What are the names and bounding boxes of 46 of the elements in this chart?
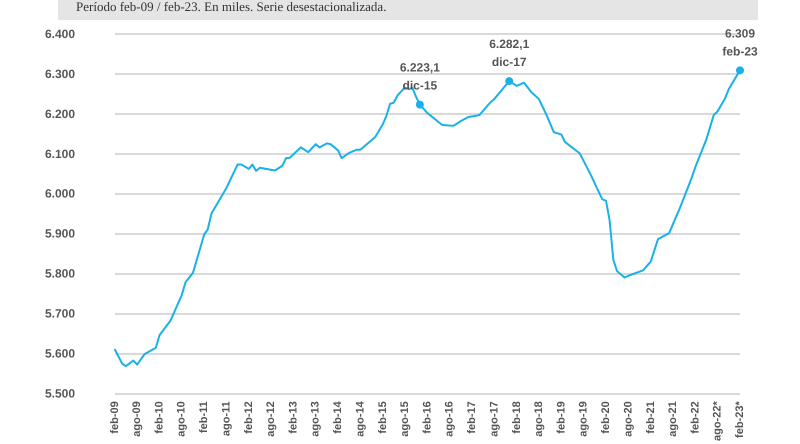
x-tick-label: ago-17 xyxy=(488,401,500,437)
x-tick-label: ago-19 xyxy=(578,401,590,437)
y-tick-label: 6.000 xyxy=(44,186,76,201)
x-tick-label: feb-15 xyxy=(376,401,389,434)
y-tick-label: 6.300 xyxy=(44,66,76,81)
y-tick-label: 5.800 xyxy=(44,266,76,281)
x-tick-label: feb-17 xyxy=(466,401,478,434)
x-tick-label: feb-19 xyxy=(555,401,568,434)
x-tick-label: ago-15 xyxy=(398,401,411,437)
annotation: 6.282,1 dic-17 xyxy=(489,37,530,70)
x-tick-label: ago-13 xyxy=(310,401,322,437)
x-tick-label: feb-23* xyxy=(734,400,746,438)
x-tick-label: ago-11 xyxy=(220,401,232,436)
x-tick-label: feb-13 xyxy=(288,401,300,434)
y-tick-label: 5.700 xyxy=(44,306,76,320)
x-tick-label: feb-11 xyxy=(198,401,210,434)
x-tick-label: feb-09 xyxy=(109,401,121,434)
x-tick-label: ago-20 xyxy=(622,401,634,437)
point xyxy=(505,77,514,86)
y-tick-label: 5.500 xyxy=(44,386,76,400)
x-tick-label: feb-14 xyxy=(332,400,344,434)
x-tick-label: ago-09 xyxy=(131,401,144,437)
annotation: 6.309 feb-23 xyxy=(722,26,758,58)
x-tick-label: ago-18 xyxy=(532,401,545,437)
y-tick-label: 5.600 xyxy=(44,346,76,360)
x-tick-label: ago-16 xyxy=(444,401,456,437)
point xyxy=(416,100,424,109)
x-tick-label: ago-22* xyxy=(712,400,724,442)
y-tick-label: 5.900 xyxy=(44,226,76,241)
y-tick-label: 6.400 xyxy=(44,27,76,41)
annotation: 6.223,1 dic-15 xyxy=(400,60,440,93)
x-tick-label: feb-12 xyxy=(242,401,255,434)
x-tick-label: feb-10 xyxy=(154,401,166,434)
x-tick-label: feb-20 xyxy=(600,401,612,434)
x-tick-label: ago-10 xyxy=(176,401,188,437)
x-tick-label: feb-22 xyxy=(689,401,702,434)
x-tick-label: feb-16 xyxy=(421,401,434,434)
y-tick-label: 6.100 xyxy=(44,146,76,161)
x-tick-label: ago-12 xyxy=(265,401,278,437)
point xyxy=(736,66,744,74)
x-tick-label: feb-18 xyxy=(510,401,523,434)
x-tick-label: ago-21 xyxy=(666,401,679,437)
x-tick-label: ago-14 xyxy=(354,400,366,437)
y-tick-label: 6.200 xyxy=(44,106,76,121)
x-tick-label: feb-21 xyxy=(644,401,657,434)
chart-subtitle: Período feb-09 / feb-23. En miles. Serie desestacionalizada. xyxy=(58,0,758,20)
